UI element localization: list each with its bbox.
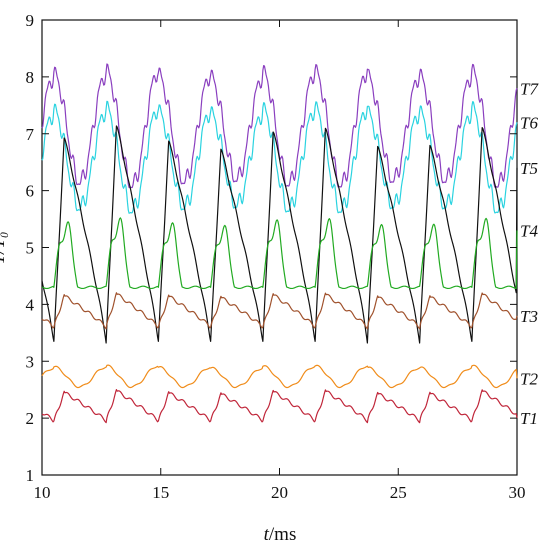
x-tick-label: 10 (34, 483, 51, 502)
series-label-t5: T5 (520, 159, 538, 178)
x-axis-label-var: t (264, 524, 270, 545)
y-tick-label: 7 (26, 125, 35, 144)
x-axis-label-unit: /ms (269, 524, 296, 545)
y-tick-label: 4 (26, 295, 35, 314)
y-tick-label: 1 (26, 466, 35, 485)
series-label-t2: T2 (520, 369, 538, 388)
tick-labels: 10 15 20 25 30 1 2 3 4 5 6 7 8 9 (26, 11, 526, 502)
series-labels: T7 T6 T5 T4 T3 T2 T1 (520, 79, 539, 428)
x-axis-label: t/ms (264, 524, 297, 545)
y-tick-label: 9 (26, 11, 35, 30)
plot-area (41, 19, 518, 476)
series-line-t6 (41, 100, 518, 214)
x-tick-label: 20 (271, 483, 288, 502)
series-label-t3: T3 (520, 307, 538, 326)
series-label-t6: T6 (520, 113, 538, 132)
axis-ticks (41, 19, 518, 476)
x-tick-label: 30 (509, 483, 526, 502)
series-label-t1: T1 (520, 409, 538, 428)
y-tick-label: 8 (26, 68, 35, 87)
y-axis-label: T/T₀ (0, 231, 9, 264)
series-line-t1 (41, 388, 518, 424)
series-traces (41, 63, 518, 424)
series-line-t4 (41, 217, 518, 290)
series-label-t7: T7 (520, 79, 539, 98)
y-tick-label: 6 (26, 182, 35, 201)
series-label-t4: T4 (520, 221, 538, 240)
y-tick-label: 5 (26, 239, 35, 258)
plot-frame (41, 19, 518, 476)
series-line-t2 (41, 364, 518, 389)
series-line-t3 (41, 292, 518, 330)
x-tick-label: 25 (390, 483, 407, 502)
y-tick-label: 2 (26, 409, 35, 428)
series-line-t5 (41, 125, 518, 344)
x-tick-label: 15 (152, 483, 169, 502)
y-tick-label: 3 (26, 352, 35, 371)
